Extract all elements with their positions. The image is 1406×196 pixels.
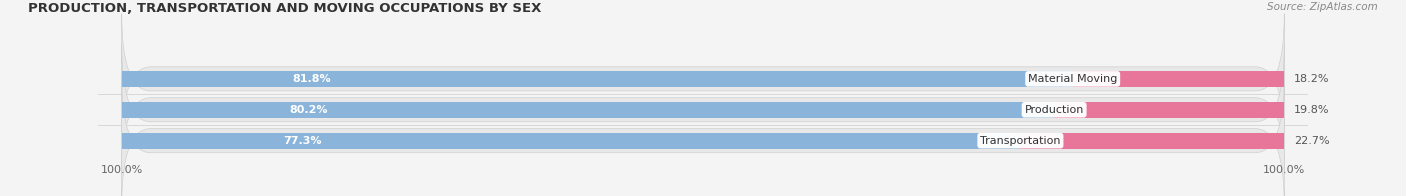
- Text: 18.2%: 18.2%: [1294, 74, 1329, 84]
- Text: 22.7%: 22.7%: [1294, 136, 1329, 146]
- Text: Transportation: Transportation: [980, 136, 1060, 146]
- Text: Source: ZipAtlas.com: Source: ZipAtlas.com: [1267, 2, 1378, 12]
- Text: Material Moving: Material Moving: [1028, 74, 1118, 84]
- Text: 81.8%: 81.8%: [292, 74, 332, 84]
- Text: Production: Production: [1025, 105, 1084, 115]
- FancyBboxPatch shape: [122, 75, 1284, 196]
- Bar: [122, 102, 1054, 118]
- Bar: [1073, 71, 1284, 87]
- Text: 19.8%: 19.8%: [1294, 105, 1329, 115]
- Bar: [122, 71, 1073, 87]
- Text: PRODUCTION, TRANSPORTATION AND MOVING OCCUPATIONS BY SEX: PRODUCTION, TRANSPORTATION AND MOVING OC…: [28, 2, 541, 15]
- Bar: [1054, 102, 1284, 118]
- Bar: [122, 133, 1021, 149]
- Bar: [1021, 133, 1284, 149]
- Text: 80.2%: 80.2%: [290, 105, 328, 115]
- Text: 77.3%: 77.3%: [284, 136, 322, 146]
- FancyBboxPatch shape: [122, 14, 1284, 144]
- FancyBboxPatch shape: [122, 45, 1284, 175]
